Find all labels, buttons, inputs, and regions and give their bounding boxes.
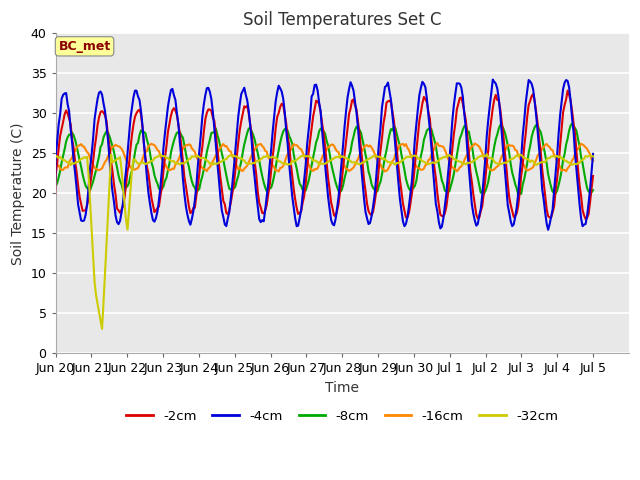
Y-axis label: Soil Temperature (C): Soil Temperature (C) — [11, 122, 25, 264]
Legend: -2cm, -4cm, -8cm, -16cm, -32cm: -2cm, -4cm, -8cm, -16cm, -32cm — [121, 405, 564, 428]
Text: BC_met: BC_met — [58, 40, 111, 53]
Title: Soil Temperatures Set C: Soil Temperatures Set C — [243, 11, 442, 29]
X-axis label: Time: Time — [325, 381, 359, 395]
